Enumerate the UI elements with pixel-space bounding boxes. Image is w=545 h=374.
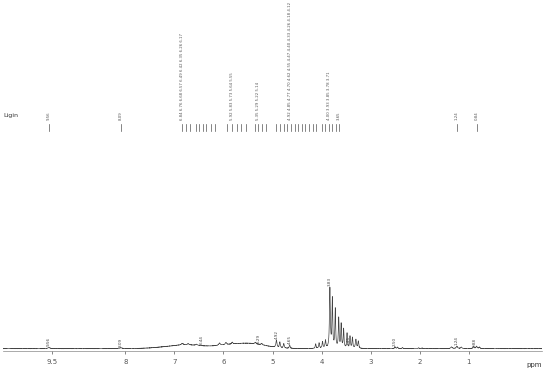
Text: 9.56: 9.56 — [47, 112, 51, 120]
Text: 0.88: 0.88 — [473, 337, 476, 347]
Text: ppm: ppm — [526, 362, 542, 368]
Text: 6.44: 6.44 — [200, 335, 204, 344]
Text: 6.84 6.76 6.68 6.57 6.49 6.42 6.35 6.26 6.17: 6.84 6.76 6.68 6.57 6.49 6.42 6.35 6.26 … — [180, 33, 184, 120]
Text: 3.65: 3.65 — [337, 112, 341, 120]
Text: 5.35 5.29 5.22 5.14: 5.35 5.29 5.22 5.14 — [256, 82, 261, 120]
Text: 4.00 3.93 3.85 3.78 3.71: 4.00 3.93 3.85 3.78 3.71 — [327, 72, 331, 120]
Text: 2.50: 2.50 — [393, 337, 397, 346]
Text: 8.09: 8.09 — [119, 337, 123, 347]
Text: 1.24: 1.24 — [455, 111, 459, 120]
Text: 5.29: 5.29 — [256, 334, 261, 343]
Text: 0.84: 0.84 — [475, 111, 479, 120]
Text: 9.56: 9.56 — [47, 337, 51, 346]
Text: 4.92: 4.92 — [275, 330, 278, 339]
Text: 4.92 4.85 4.77 4.70 4.62 4.55 4.47 4.40 4.33 4.26 4.18 4.12: 4.92 4.85 4.77 4.70 4.62 4.55 4.47 4.40 … — [288, 2, 292, 120]
Text: 5.92 5.83 5.73 5.64 5.55: 5.92 5.83 5.73 5.64 5.55 — [230, 73, 234, 120]
Text: 4.65: 4.65 — [288, 335, 292, 344]
Text: 8.09: 8.09 — [119, 111, 123, 120]
Text: Ligin: Ligin — [4, 113, 19, 118]
Text: 3.45: 3.45 — [347, 335, 350, 344]
Text: 1.24: 1.24 — [455, 337, 459, 345]
Text: 3.83: 3.83 — [328, 277, 332, 286]
